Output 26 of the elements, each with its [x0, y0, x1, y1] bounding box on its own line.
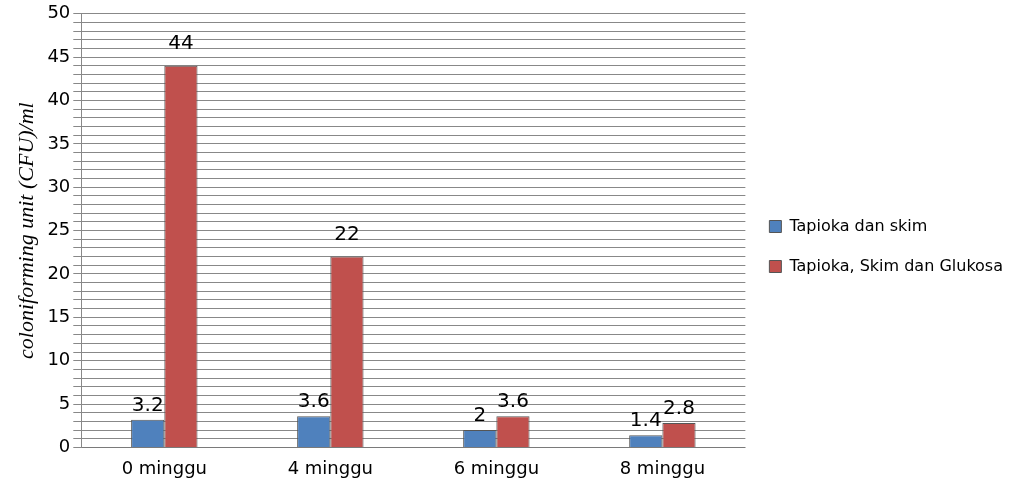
- y-axis-title: coloniforming unit (CFU)/ml: [12, 102, 38, 359]
- x-tick-label: 0 minggu: [121, 456, 208, 478]
- x-tick-label: 4 minggu: [287, 456, 374, 478]
- x-tick-label: 8 minggu: [619, 456, 706, 478]
- data-label: 3.2: [131, 391, 164, 416]
- y-tick-label: 20: [47, 261, 71, 283]
- data-label: 3.6: [297, 388, 330, 413]
- data-label: 2: [473, 402, 487, 427]
- data-label: 3.6: [497, 388, 529, 413]
- y-tick-label: 25: [47, 218, 71, 240]
- legend-label: Tapioka dan skim: [788, 215, 928, 235]
- y-tick-label: 10: [47, 348, 71, 370]
- data-label: 22: [334, 220, 360, 245]
- data-label: 1.4: [629, 407, 662, 432]
- y-tick-label: 45: [47, 44, 71, 66]
- y-tick-label: 35: [47, 131, 71, 153]
- legend-label: Tapioka, Skim dan Glukosa: [788, 255, 1004, 275]
- x-tick-label: 6 minggu: [453, 456, 540, 478]
- y-tick-label: 0: [58, 435, 71, 457]
- y-tick-label: 30: [47, 174, 71, 196]
- y-tick-label: 5: [58, 391, 71, 413]
- data-label: 2.8: [663, 395, 695, 420]
- y-tick-label: 50: [47, 1, 71, 23]
- y-tick-label: 15: [47, 304, 71, 326]
- data-label: 44: [168, 30, 194, 55]
- y-tick-label: 40: [47, 88, 71, 110]
